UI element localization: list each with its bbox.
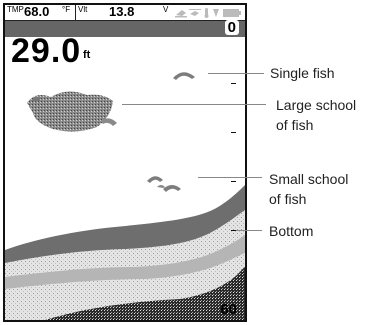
volt-unit: V: [163, 5, 169, 14]
leader-single-fish: [208, 73, 264, 74]
large-school: [27, 91, 117, 132]
range-bottom: 60: [220, 301, 237, 318]
callout-bottom: Bottom: [269, 223, 314, 239]
leader-bottom: [236, 230, 262, 231]
callout-small-school-2: of fish: [269, 191, 307, 207]
temp-value: 68.0: [24, 4, 50, 19]
fish-alarm-icon: [175, 10, 187, 18]
battery-icon: [223, 9, 241, 17]
leader-small-school: [198, 177, 262, 178]
volt-value: 13.8: [109, 4, 135, 19]
temp-unit: °F: [62, 5, 71, 14]
sonar-icon: [213, 9, 219, 17]
status-icons: [175, 8, 241, 18]
scale-tick: [231, 181, 236, 182]
fish-id-icon: [189, 9, 201, 16]
volt-label: Vlt: [78, 5, 88, 14]
sonar-history: [5, 72, 245, 320]
callout-large-school-1: Large school: [276, 97, 357, 113]
scale-tick: [231, 230, 236, 231]
single-fish-arch: [173, 72, 195, 80]
status-divider: [75, 5, 76, 20]
bottom-deep-layer: [45, 267, 245, 320]
status-bar: TMP 68.0 °F Vlt 13.8 V: [5, 5, 245, 21]
depth-unit: ft: [83, 49, 91, 61]
callout-large-school-2: of fish: [276, 117, 314, 133]
scale-tick: [231, 132, 236, 133]
callout-small-school-1: Small school: [269, 171, 349, 187]
temp-icon: [204, 8, 209, 18]
small-school: [147, 176, 181, 192]
leader-large-school: [122, 104, 266, 105]
range-top: 0: [224, 20, 239, 35]
depth-value: 29.0: [11, 32, 82, 70]
surface-band: [5, 21, 245, 37]
scale-tick: [231, 83, 236, 84]
callout-single-fish: Single fish: [270, 65, 335, 81]
sonar-screen: TMP 68.0 °F Vlt 13.8 V 0: [3, 3, 247, 322]
temp-label: TMP: [7, 5, 24, 14]
